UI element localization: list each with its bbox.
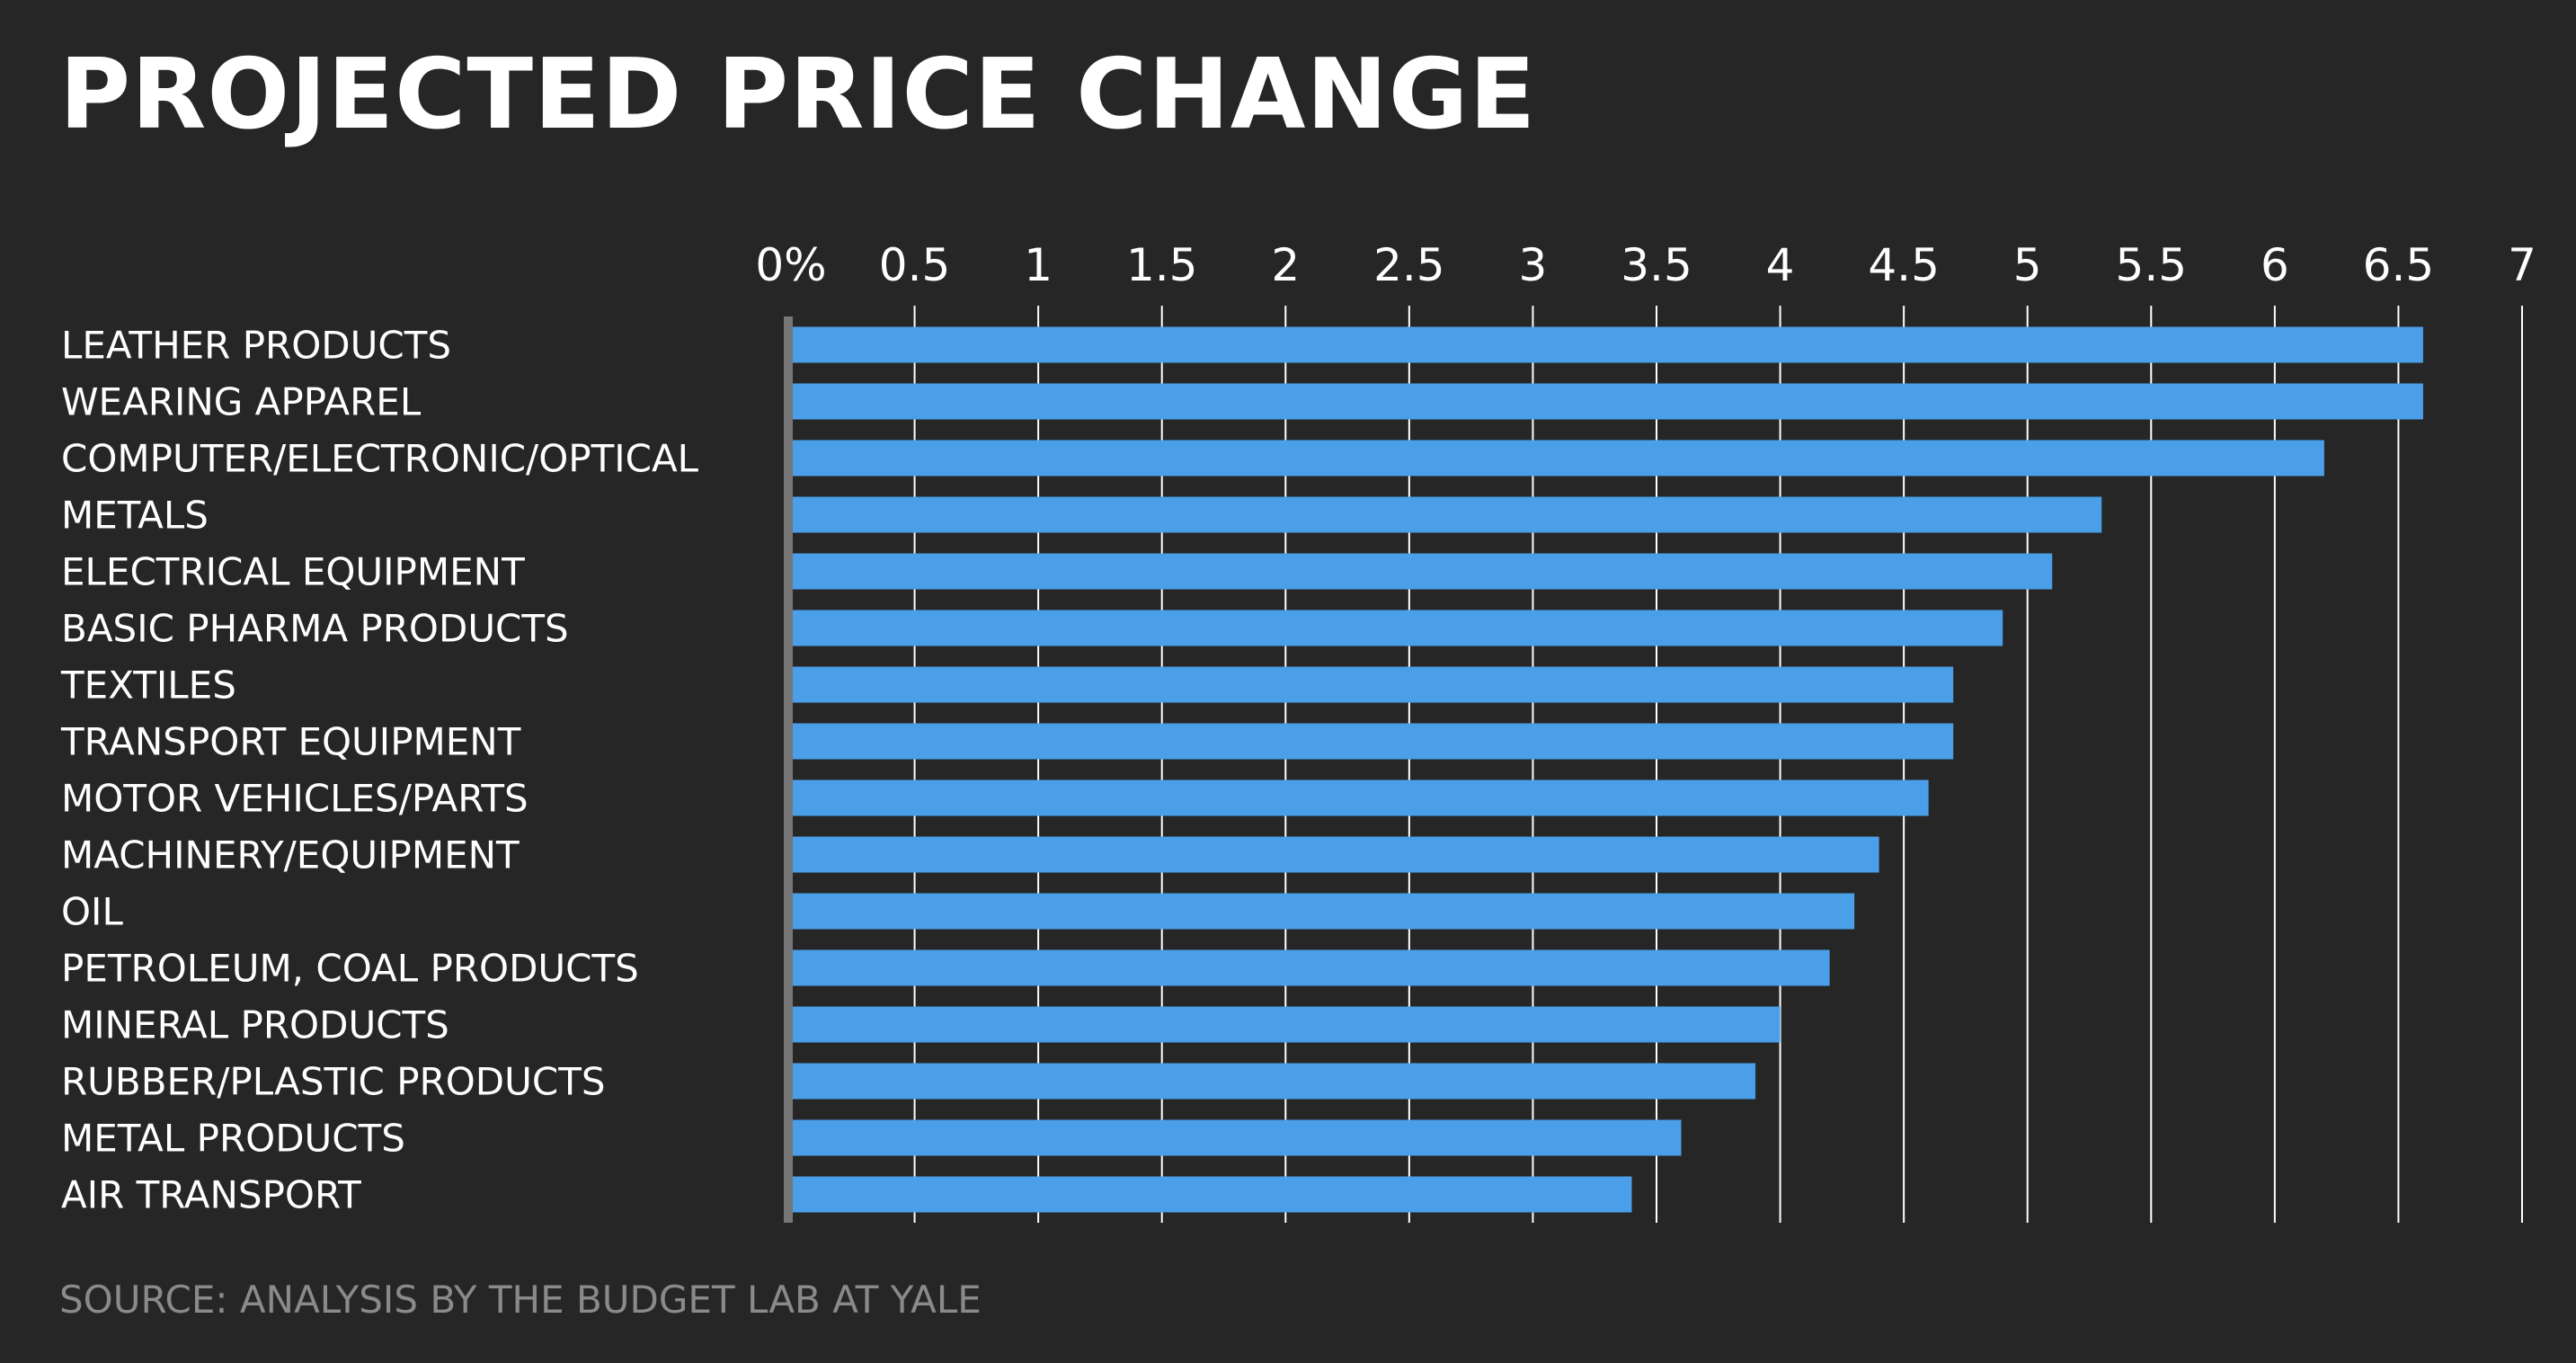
x-tick-labels: 0% 0.5 1 1.5 2 2.5 3 3.5 4 4.5 5 5.5 6 6.5 7 xyxy=(755,239,2536,291)
x-tick-label: 0% xyxy=(755,239,826,291)
category-label: MINERAL PRODUCTS xyxy=(61,1003,449,1047)
bar xyxy=(791,723,1954,760)
bar xyxy=(791,610,2003,646)
bar xyxy=(791,1119,1682,1156)
x-tick-label: 1.5 xyxy=(1126,239,1198,291)
x-tick-label: 6.5 xyxy=(2363,239,2435,291)
x-tick-label: 6 xyxy=(2261,239,2289,291)
x-tick-label: 2 xyxy=(1271,239,1300,291)
x-tick-label: 5.5 xyxy=(2116,239,2188,291)
category-label: BASIC PHARMA PRODUCTS xyxy=(61,607,569,651)
bar xyxy=(791,1176,1632,1213)
bar xyxy=(791,836,1879,873)
bar xyxy=(791,383,2423,420)
bar xyxy=(791,553,2053,590)
bar xyxy=(791,893,1855,930)
bar xyxy=(791,326,2423,363)
x-tick-label: 3.5 xyxy=(1621,239,1692,291)
category-label: MACHINERY/EQUIPMENT xyxy=(61,833,520,877)
x-tick-label: 0.5 xyxy=(879,239,951,291)
category-label: MOTOR VEHICLES/PARTS xyxy=(61,777,529,821)
bar xyxy=(791,949,1830,986)
chart-title: PROJECTED PRICE CHANGE xyxy=(59,39,1537,151)
source-note: SOURCE: ANALYSIS BY THE BUDGET LAB AT YA… xyxy=(59,1278,982,1322)
category-label: AIR TRANSPORT xyxy=(61,1173,361,1217)
category-label: TRANSPORT EQUIPMENT xyxy=(60,720,521,764)
bar xyxy=(791,496,2102,533)
y-axis xyxy=(784,316,793,1223)
x-tick-label: 2.5 xyxy=(1373,239,1445,291)
category-label: PETROLEUM, COAL PRODUCTS xyxy=(61,947,639,991)
x-tick-label: 1 xyxy=(1024,239,1053,291)
bar xyxy=(791,1063,1756,1100)
bar xyxy=(791,666,1954,703)
category-label: TEXTILES xyxy=(60,664,236,708)
category-label: COMPUTER/ELECTRONIC/OPTICAL xyxy=(61,437,699,481)
x-tick-label: 3 xyxy=(1519,239,1548,291)
category-label: METAL PRODUCTS xyxy=(61,1117,405,1161)
bars xyxy=(791,326,2423,1213)
y-axis-line xyxy=(784,316,793,1223)
x-tick-label: 5 xyxy=(2013,239,2042,291)
category-label: RUBBER/PLASTIC PRODUCTS xyxy=(61,1060,606,1104)
x-tick-label: 7 xyxy=(2508,239,2536,291)
category-label: METALS xyxy=(61,494,209,538)
bar xyxy=(791,779,1929,816)
category-label: OIL xyxy=(61,890,123,934)
bar xyxy=(791,1006,1781,1043)
category-labels: LEATHER PRODUCTS WEARING APPAREL COMPUTER/… xyxy=(60,324,699,1217)
category-label: WEARING APPAREL xyxy=(61,380,422,424)
category-label: LEATHER PRODUCTS xyxy=(61,324,451,368)
bar xyxy=(791,440,2324,477)
category-label: ELECTRICAL EQUIPMENT xyxy=(61,550,525,594)
x-tick-label: 4.5 xyxy=(1868,239,1940,291)
x-tick-label: 4 xyxy=(1766,239,1795,291)
